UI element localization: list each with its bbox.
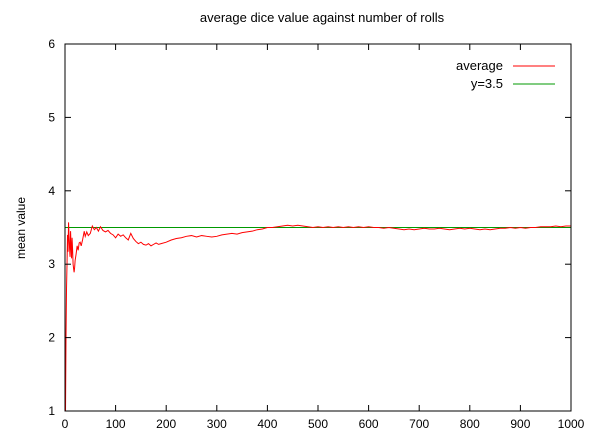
x-tick-label: 200: [156, 417, 176, 431]
chart-title: average dice value against number of rol…: [200, 10, 445, 25]
legend: average y=3.5: [456, 58, 555, 91]
plot-area: [65, 222, 571, 412]
legend-label: y=3.5: [471, 76, 503, 91]
y-tick-label: 6: [48, 37, 55, 51]
x-tick-label: 600: [359, 417, 379, 431]
x-tick-label: 1000: [558, 417, 585, 431]
axes: [64, 43, 572, 412]
y-tick-label: 5: [48, 110, 55, 124]
legend-label: average: [456, 58, 503, 73]
tick-labels: 0 100 200 300 400 500 600 700 800 900 1000 1 2 3 4 5 6: [48, 37, 584, 431]
x-tick-label: 800: [460, 417, 480, 431]
x-tick-label: 500: [308, 417, 328, 431]
x-tick-label: 900: [510, 417, 530, 431]
x-tick-label: 100: [106, 417, 126, 431]
y-tick-label: 2: [48, 331, 55, 345]
x-tick-label: 0: [62, 417, 69, 431]
y-tick-label: 1: [48, 404, 55, 418]
x-tick-label: 700: [409, 417, 429, 431]
series-line-average: [65, 222, 571, 412]
y-axis-title: mean value: [14, 197, 28, 259]
x-tick-label: 400: [257, 417, 277, 431]
x-tick-label: 300: [207, 417, 227, 431]
y-tick-label: 4: [48, 184, 55, 198]
y-tick-label: 3: [48, 257, 55, 271]
